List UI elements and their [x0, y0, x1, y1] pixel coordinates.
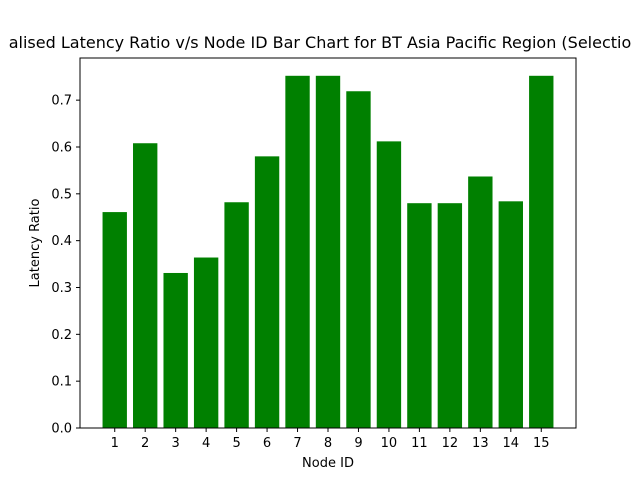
y-ticks: 0.0 0.1 0.2 0.3 0.4 0.5 0.6 0.7: [51, 94, 80, 437]
bar-node-4: [193, 257, 219, 428]
y-tick-label: 0.0: [51, 422, 72, 437]
x-tick-label: 8: [324, 436, 332, 451]
x-axis-label: Node ID: [302, 456, 354, 471]
x-tick-label: 6: [263, 436, 271, 451]
bar-node-12: [437, 203, 463, 428]
x-tick-label: 9: [354, 436, 362, 451]
x-tick-label: 13: [472, 436, 489, 451]
bars-group: [102, 75, 554, 428]
bar-node-9: [346, 91, 371, 428]
bar-node-13: [468, 176, 493, 428]
bar-node-8: [315, 75, 341, 428]
bar-node-5: [224, 202, 249, 428]
y-tick-label: 0.5: [51, 187, 72, 202]
y-tick-label: 0.6: [51, 140, 72, 155]
x-tick-label: 12: [442, 436, 459, 451]
chart-title: alised Latency Ratio v/s Node ID Bar Cha…: [9, 33, 632, 52]
x-tick-label: 3: [172, 436, 180, 451]
x-ticks: 1 2 3 4 5 6 7 8 9 10 11 12 13 14 15: [111, 428, 550, 451]
x-tick-label: 1: [111, 436, 119, 451]
x-tick-label: 10: [381, 436, 398, 451]
bar-node-14: [498, 201, 523, 428]
y-tick-label: 0.2: [51, 328, 72, 343]
y-tick-label: 0.4: [51, 234, 72, 249]
x-tick-label: 7: [293, 436, 301, 451]
bar-node-3: [163, 272, 188, 428]
bar-node-15: [529, 75, 554, 428]
x-tick-label: 5: [232, 436, 240, 451]
y-tick-label: 0.7: [51, 94, 72, 109]
x-tick-label: 15: [533, 436, 550, 451]
y-tick-label: 0.1: [51, 375, 72, 390]
bar-node-1: [102, 212, 127, 428]
x-tick-label: 11: [411, 436, 428, 451]
x-tick-label: 14: [503, 436, 520, 451]
y-axis-label: Latency Ratio: [28, 199, 43, 288]
y-tick-label: 0.3: [51, 281, 72, 296]
bar-node-7: [285, 75, 310, 428]
x-tick-label: 4: [202, 436, 210, 451]
bar-node-10: [376, 141, 402, 428]
x-tick-label: 2: [141, 436, 149, 451]
plot-frame: [79, 57, 577, 429]
bar-node-11: [407, 203, 432, 428]
bar-node-2: [133, 143, 158, 428]
bar-node-6: [254, 156, 280, 428]
